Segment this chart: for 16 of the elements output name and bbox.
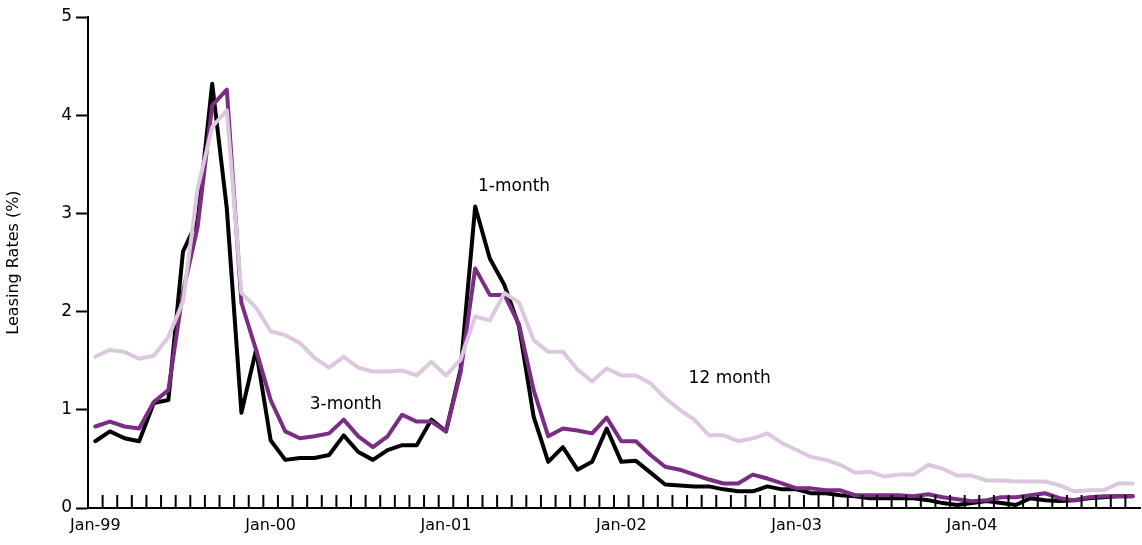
series-label: 3-month bbox=[309, 393, 382, 414]
y-tick-label: 3 bbox=[61, 201, 72, 222]
y-tick-label: 2 bbox=[61, 300, 72, 321]
x-tick-label: Jan-04 bbox=[945, 514, 998, 534]
series-label: 12 month bbox=[688, 367, 771, 388]
x-tick-label: Jan-00 bbox=[244, 514, 297, 534]
y-tick-label: 4 bbox=[61, 103, 72, 124]
x-tick-label: Jan-02 bbox=[594, 514, 647, 534]
x-tick-label: Jan-03 bbox=[770, 514, 823, 534]
x-tick-label: Jan-01 bbox=[419, 514, 472, 534]
y-axis-title: Leasing Rates (%) bbox=[2, 190, 22, 335]
y-tick-label: 0 bbox=[61, 496, 72, 517]
x-tick-label: Jan-99 bbox=[68, 514, 121, 534]
series-label: 1-month bbox=[477, 174, 551, 195]
y-tick-label: 1 bbox=[61, 398, 72, 419]
y-tick-label: 5 bbox=[61, 5, 72, 26]
